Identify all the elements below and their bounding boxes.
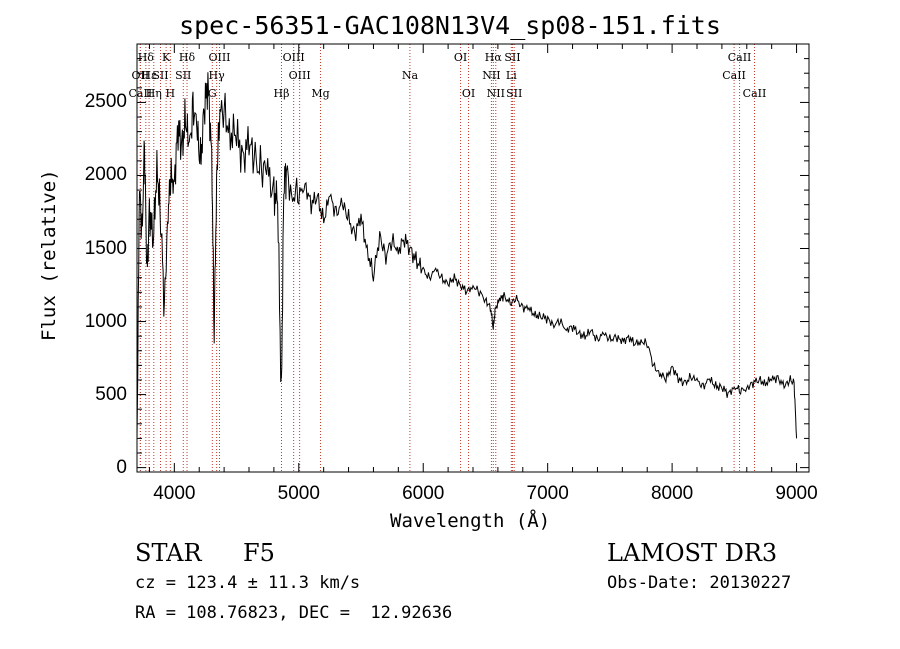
line-marker-label: Hη xyxy=(146,87,162,100)
redshift-velocity: cz = 123.4 ± 11.3 km/s xyxy=(135,573,361,593)
line-marker-label: CaII xyxy=(743,87,767,100)
line-marker-label: K xyxy=(162,51,171,64)
line-marker-label: Mg xyxy=(311,87,329,100)
line-marker-label: Hε xyxy=(141,69,157,82)
line-marker-label: Hα xyxy=(485,51,503,64)
line-marker-label: OII xyxy=(132,69,150,82)
y-tick-label: 1000 xyxy=(84,310,127,332)
spectrum-line xyxy=(136,72,798,439)
line-marker-label: SII xyxy=(152,69,168,82)
observation-date: Obs-Date: 20130227 xyxy=(607,573,792,593)
line-marker-label: G xyxy=(208,87,217,100)
line-marker-label: Hβ xyxy=(274,87,290,100)
line-marker-label: Hγ xyxy=(209,69,226,82)
line-marker-label: SII xyxy=(506,87,522,100)
y-tick-label: 2500 xyxy=(84,91,127,113)
line-marker-label: CaII xyxy=(722,69,746,82)
line-marker-label: Hδ xyxy=(179,51,196,64)
x-tick-label: 9000 xyxy=(775,483,818,504)
line-marker-label: NII xyxy=(482,69,500,82)
line-marker-label: NII xyxy=(487,87,505,100)
x-tick-label: 4000 xyxy=(153,483,196,504)
spectral-subclass: F5 xyxy=(243,539,275,567)
line-marker-label: Hδ xyxy=(138,51,155,64)
line-marker-label: CaII xyxy=(728,51,752,64)
x-tick-label: 5000 xyxy=(277,483,320,504)
line-marker-label: H xyxy=(166,87,176,100)
axis-ticks xyxy=(137,44,809,472)
line-marker-label: SII xyxy=(175,69,191,82)
coordinates: RA = 108.76823, DEC = 12.92636 xyxy=(135,603,453,623)
emission-line-markers xyxy=(139,44,755,472)
y-axis-label: Flux (relative) xyxy=(38,169,60,341)
object-type: STAR xyxy=(135,539,202,567)
chart-title: spec-56351-GAC108N13V4_sp08-151.fits xyxy=(179,11,721,40)
line-marker-label: CaII xyxy=(129,87,153,100)
line-marker-label: OIII xyxy=(289,69,311,82)
line-marker-label: OI xyxy=(462,87,475,100)
line-marker-label: OI xyxy=(454,51,467,64)
x-tick-label: 8000 xyxy=(650,483,694,504)
x-tick-label: 6000 xyxy=(402,483,445,504)
y-tick-label: 0 xyxy=(116,456,127,478)
line-marker-label: SII xyxy=(504,51,520,64)
y-tick-label: 1500 xyxy=(84,237,127,259)
y-tick-label: 2000 xyxy=(84,164,127,186)
x-tick-label: 7000 xyxy=(526,483,569,504)
line-marker-label: OIII xyxy=(283,51,305,64)
y-tick-label: 500 xyxy=(95,383,127,405)
line-marker-label: OIII xyxy=(208,51,230,64)
plot-frame xyxy=(136,43,810,473)
line-marker-label: Na xyxy=(402,69,419,82)
survey-name: LAMOST DR3 xyxy=(607,539,778,567)
line-marker-label: Li xyxy=(506,69,517,82)
emission-line-labels: Hδ OII CaII Hε Hη K SII H Hδ SII OIII Hγ G Hβ OIII OIII… xyxy=(129,51,767,100)
x-axis-label: Wavelength (Å) xyxy=(390,510,551,532)
